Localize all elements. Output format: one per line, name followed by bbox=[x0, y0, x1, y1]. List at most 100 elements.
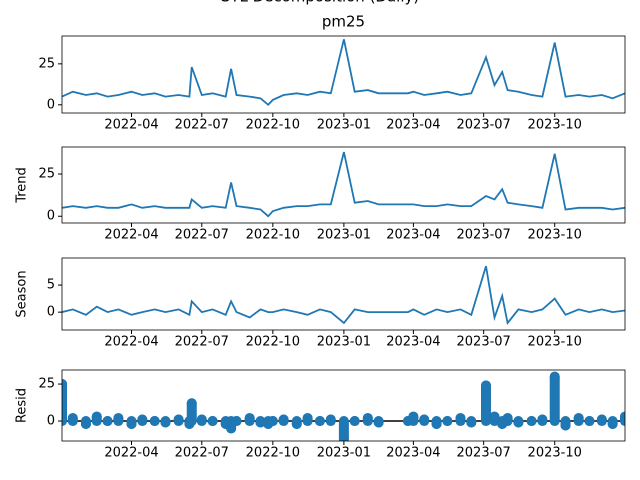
x-tick-label: 2022-04 bbox=[104, 446, 158, 461]
y-tick-label: 25 bbox=[38, 167, 55, 182]
resid-point bbox=[160, 417, 171, 428]
resid-point bbox=[149, 416, 160, 427]
figure-title: STL Decomposition (Daily) bbox=[221, 0, 419, 6]
y-tick-label: 25 bbox=[38, 56, 55, 71]
series-line bbox=[62, 39, 625, 107]
resid-point bbox=[560, 420, 571, 431]
x-tick-label: 2023-01 bbox=[317, 446, 371, 461]
x-tick-label: 2022-04 bbox=[104, 228, 158, 243]
x-tick-label: 2023-04 bbox=[386, 118, 440, 133]
x-tick-label: 2023-07 bbox=[457, 228, 511, 243]
axes-frame bbox=[61, 35, 626, 114]
resid-point bbox=[526, 416, 537, 427]
resid-point bbox=[480, 380, 491, 391]
x-tick-label: 2022-10 bbox=[246, 118, 300, 133]
plot-area bbox=[62, 151, 625, 218]
resid-point bbox=[419, 414, 430, 425]
x-tick-label: 2023-01 bbox=[317, 228, 371, 243]
resid-point bbox=[373, 417, 384, 428]
axes-frame bbox=[61, 146, 626, 224]
y-axis-label: Season bbox=[15, 270, 30, 317]
x-tick-label: 2022-04 bbox=[104, 118, 158, 133]
resid-point bbox=[244, 413, 255, 424]
x-tick-label: 2023-10 bbox=[528, 118, 582, 133]
resid-point bbox=[584, 416, 595, 427]
resid-point bbox=[186, 398, 197, 409]
axes-frame bbox=[61, 257, 626, 331]
resid-point bbox=[607, 418, 618, 429]
panel-title: pm25 bbox=[322, 13, 365, 31]
resid-point bbox=[80, 418, 91, 429]
x-tick-label: 2023-07 bbox=[457, 335, 511, 350]
plot-area bbox=[62, 39, 625, 107]
x-tick-label: 2022-04 bbox=[104, 335, 158, 350]
y-tick-label: 0 bbox=[47, 414, 55, 429]
x-tick-label: 2022-10 bbox=[246, 335, 300, 350]
resid-point bbox=[255, 417, 266, 428]
resid-point bbox=[620, 411, 625, 422]
resid-point bbox=[408, 411, 419, 422]
x-tick-label: 2023-01 bbox=[317, 118, 371, 133]
resid-point bbox=[91, 411, 102, 422]
x-tick-label: 2022-10 bbox=[246, 446, 300, 461]
resid-point bbox=[349, 416, 360, 427]
x-tick-label: 2022-07 bbox=[175, 335, 229, 350]
x-tick-label: 2023-07 bbox=[457, 446, 511, 461]
resid-point bbox=[113, 413, 124, 424]
y-tick-label: 5 bbox=[47, 278, 55, 293]
resid-point bbox=[291, 418, 302, 429]
resid-point bbox=[137, 414, 148, 425]
resid-point bbox=[442, 416, 453, 427]
x-tick-label: 2022-07 bbox=[175, 228, 229, 243]
resid-point bbox=[537, 414, 548, 425]
resid-point bbox=[325, 414, 336, 425]
resid-point bbox=[338, 433, 349, 441]
x-tick-label: 2022-07 bbox=[175, 118, 229, 133]
x-tick-label: 2023-10 bbox=[528, 228, 582, 243]
y-tick-label: 25 bbox=[38, 377, 55, 392]
resid-point bbox=[513, 417, 524, 428]
resid-point bbox=[126, 418, 137, 429]
y-axis-label: Trend bbox=[15, 167, 30, 204]
series-line bbox=[62, 151, 625, 218]
series-line bbox=[62, 265, 625, 326]
x-tick-label: 2023-04 bbox=[386, 335, 440, 350]
resid-point bbox=[67, 413, 78, 424]
plot-area bbox=[62, 265, 625, 326]
resid-point bbox=[62, 379, 67, 390]
resid-point bbox=[102, 416, 113, 427]
resid-point bbox=[314, 416, 325, 427]
resid-point bbox=[573, 413, 584, 424]
resid-point bbox=[596, 414, 607, 425]
resid-point bbox=[549, 371, 560, 382]
y-tick-label: 0 bbox=[47, 209, 55, 224]
x-tick-label: 2023-04 bbox=[386, 446, 440, 461]
resid-point bbox=[196, 414, 207, 425]
resid-point bbox=[207, 416, 218, 427]
resid-point bbox=[278, 414, 289, 425]
resid-point bbox=[362, 413, 373, 424]
resid-point bbox=[502, 413, 513, 424]
resid-point bbox=[267, 416, 278, 427]
axes-frame bbox=[61, 369, 626, 442]
resid-point bbox=[466, 417, 477, 428]
x-tick-label: 2023-01 bbox=[317, 335, 371, 350]
resid-point bbox=[226, 423, 237, 434]
resid-point bbox=[489, 411, 500, 422]
resid-point bbox=[455, 413, 466, 424]
resid-point bbox=[431, 418, 442, 429]
x-tick-label: 2023-10 bbox=[528, 446, 582, 461]
y-axis-label: Resid bbox=[15, 388, 30, 423]
resid-point bbox=[231, 416, 242, 427]
y-tick-label: 0 bbox=[47, 97, 55, 112]
x-tick-label: 2023-04 bbox=[386, 228, 440, 243]
plot-area bbox=[62, 371, 625, 441]
y-tick-label: 0 bbox=[47, 305, 55, 320]
x-tick-label: 2023-10 bbox=[528, 335, 582, 350]
resid-point bbox=[302, 413, 313, 424]
x-tick-label: 2023-07 bbox=[457, 118, 511, 133]
x-tick-label: 2022-10 bbox=[246, 228, 300, 243]
resid-point bbox=[173, 414, 184, 425]
x-tick-label: 2022-07 bbox=[175, 446, 229, 461]
